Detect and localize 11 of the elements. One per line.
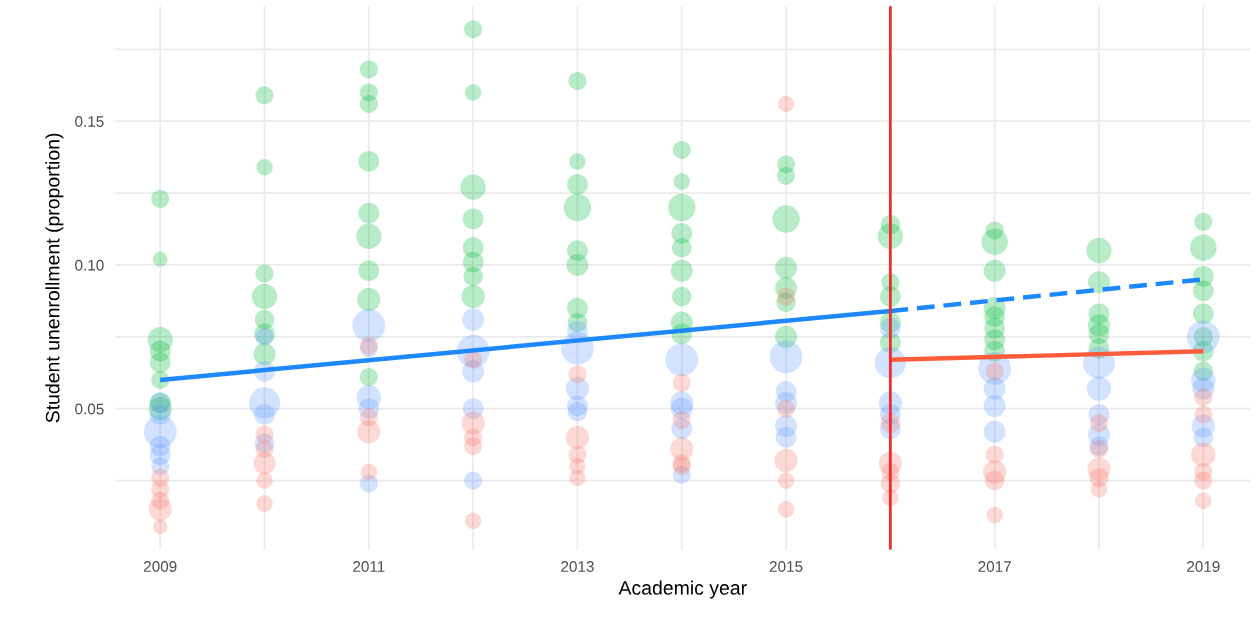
- y-tick-label: 0.15: [75, 116, 104, 127]
- y-tick-label: 0.05: [75, 403, 104, 415]
- x-axis-title: Academic year: [618, 580, 747, 599]
- y-tick-label: 0.10: [75, 259, 104, 271]
- x-tick-label: 2011: [353, 561, 385, 572]
- x-tick-label: 2019: [1187, 561, 1220, 572]
- x-tick-label: 2013: [561, 561, 594, 572]
- x-tick-label: 2015: [769, 561, 803, 572]
- x-tick-label: 2009: [144, 561, 177, 572]
- x-tick-label: 2017: [978, 561, 1011, 572]
- y-axis-title: Student unenrollment (proportion): [45, 133, 64, 423]
